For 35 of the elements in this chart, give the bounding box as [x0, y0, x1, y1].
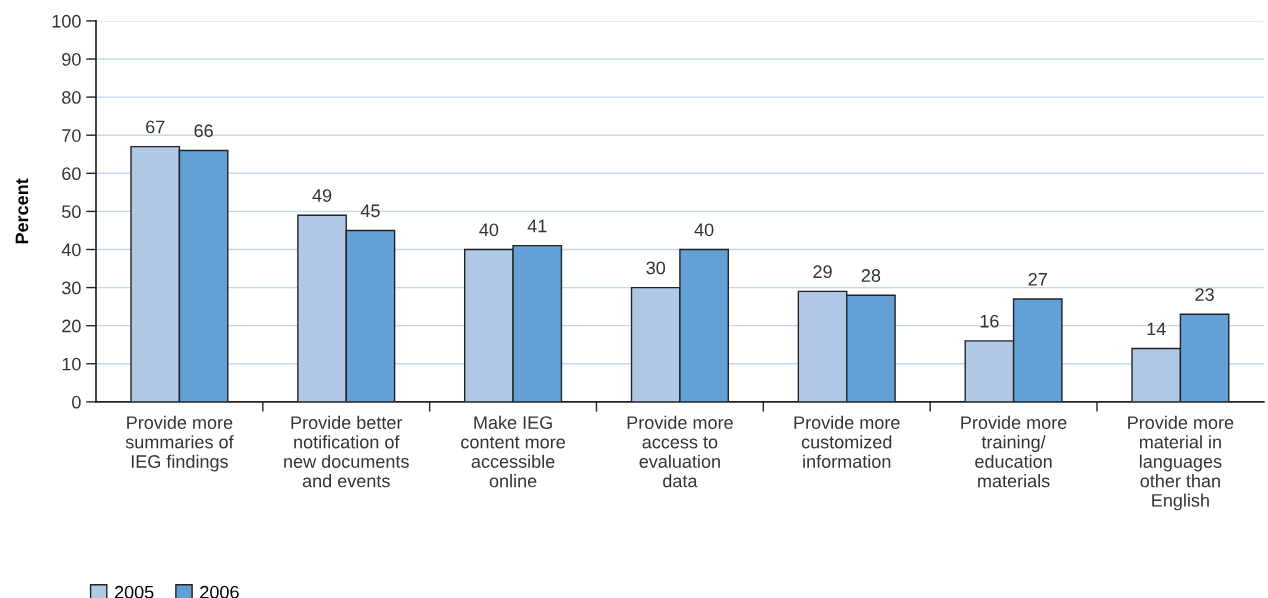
data-label: 14	[1147, 322, 1166, 336]
data-label: 30	[646, 261, 666, 275]
data-label: 41	[527, 219, 547, 233]
y-tick-label: 20	[62, 319, 81, 333]
data-label: 29	[813, 265, 832, 279]
data-label: 40	[694, 223, 714, 237]
y-tick-label: 50	[62, 205, 81, 219]
y-tick-label: 40	[61, 243, 81, 257]
y-tick-label: 80	[62, 91, 81, 104]
x-tick-label: Provide more customized information	[794, 415, 900, 468]
x-tick-label: Provide more training/ education materials	[961, 415, 1067, 488]
data-label: 67	[146, 120, 165, 134]
data-label: 45	[360, 204, 380, 218]
legend-label: 2005	[114, 585, 154, 598]
x-tick-label: Provide better notification of new documents and events	[284, 415, 409, 488]
data-label: 28	[861, 269, 881, 282]
y-tick-label: 100	[52, 14, 81, 28]
data-label: 40	[479, 223, 499, 237]
data-label: 16	[980, 314, 999, 328]
data-label: 23	[1195, 288, 1214, 301]
x-tick-label: Provide more summaries of IEG findings	[125, 415, 234, 472]
y-tick-label: 0	[72, 395, 81, 409]
y-tick-label: 70	[62, 129, 81, 142]
data-label: 66	[194, 124, 213, 138]
x-tick-label: Provide more material in languages other than English	[1128, 415, 1234, 511]
x-tick-label: Make IEG content more accessible online	[461, 415, 565, 488]
data-label: 27	[1028, 272, 1047, 286]
y-tick-label: 10	[62, 357, 81, 371]
data-label: 49	[312, 189, 332, 202]
y-tick-label: 30	[62, 281, 81, 295]
y-tick-label: 60	[62, 167, 81, 181]
legend-label: 2006	[200, 585, 239, 598]
y-axis-title: Percent	[15, 178, 29, 244]
y-tick-label: 90	[62, 52, 81, 66]
x-tick-label: Provide more access to evaluation data	[627, 415, 733, 488]
